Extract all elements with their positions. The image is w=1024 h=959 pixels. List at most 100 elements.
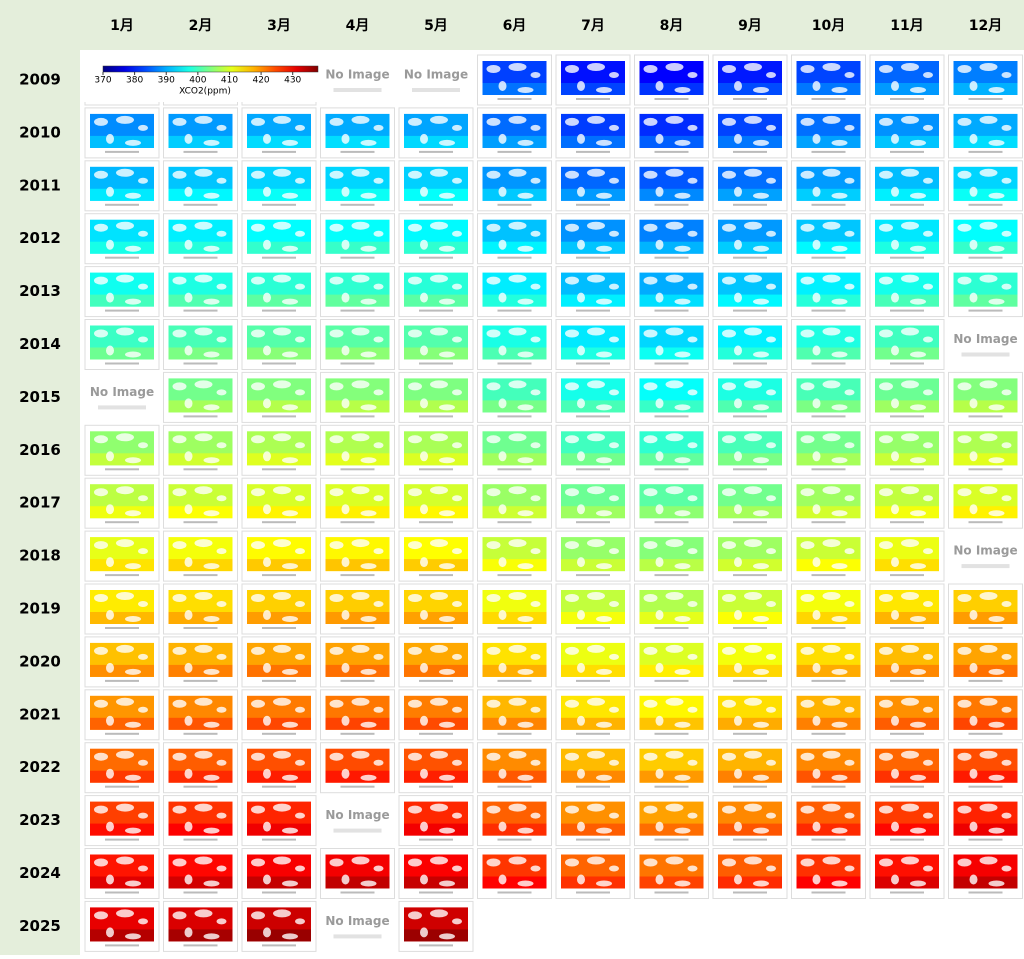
tile-gap xyxy=(439,563,455,570)
tile-caption xyxy=(419,679,453,682)
tile-map-south xyxy=(796,506,861,519)
tile-gap xyxy=(282,192,298,199)
tile-gap xyxy=(184,186,193,197)
map-tile xyxy=(84,742,160,794)
tile-gap xyxy=(988,404,1005,411)
tile-gap xyxy=(517,510,534,517)
tile-gap xyxy=(486,435,501,444)
tile-gap xyxy=(452,124,462,131)
tile-caption xyxy=(811,309,846,312)
tile-gap xyxy=(988,880,1005,887)
year-label: 2024 xyxy=(19,864,61,882)
tile-gap xyxy=(351,486,370,495)
tile-map-south xyxy=(482,612,547,624)
tile-gap xyxy=(351,856,370,865)
tile-gap xyxy=(1001,759,1012,766)
tile-map-south xyxy=(247,400,311,413)
tile-gap xyxy=(923,177,933,184)
tile-gap xyxy=(753,298,769,305)
tile-gap xyxy=(194,168,213,177)
tile-caption xyxy=(968,256,1003,259)
tile-gap xyxy=(172,435,187,444)
map-tile xyxy=(634,636,709,688)
map-tile xyxy=(163,477,238,529)
tile-gap xyxy=(282,510,298,517)
tile-gap xyxy=(596,510,612,517)
tile-gap xyxy=(172,117,187,126)
tile-caption xyxy=(105,679,139,682)
year-label: 2011 xyxy=(19,176,61,194)
tile-gap xyxy=(530,865,541,872)
map-tile xyxy=(320,319,395,370)
tile-gap xyxy=(1001,177,1012,184)
tile-gap xyxy=(744,697,762,706)
map-tile xyxy=(477,689,552,741)
month-label: 10月 xyxy=(812,18,845,34)
tile-gap xyxy=(295,918,305,925)
tile-caption xyxy=(811,785,846,788)
tile-gap xyxy=(273,750,291,759)
map-tile xyxy=(555,530,631,582)
tile-gap xyxy=(184,662,193,673)
tile-gap xyxy=(687,177,698,184)
tile-gap xyxy=(203,298,220,305)
tile-gap xyxy=(282,298,298,305)
tile-gap xyxy=(282,351,298,358)
tile-gap xyxy=(587,433,605,442)
tile-gap xyxy=(125,880,141,887)
tile-gap xyxy=(351,644,370,653)
tile-gap xyxy=(674,880,691,887)
tile-gap xyxy=(172,276,187,285)
tile-caption xyxy=(811,150,846,153)
map-tile xyxy=(398,689,474,741)
tile-gap xyxy=(734,768,742,779)
tile-map-south xyxy=(168,400,233,413)
tile-gap xyxy=(430,644,448,653)
tile-map-south xyxy=(875,241,939,254)
tile-gap xyxy=(655,821,664,832)
tile-gap xyxy=(910,87,926,93)
tile-gap xyxy=(969,398,978,409)
map-tile xyxy=(477,795,552,847)
tile-gap xyxy=(329,276,344,285)
tile-caption xyxy=(340,732,375,735)
tile-gap xyxy=(800,646,815,655)
tile-gap xyxy=(172,329,187,338)
tile-caption xyxy=(576,203,610,206)
tile-gap xyxy=(116,909,134,918)
tile-gap xyxy=(969,239,978,250)
tile-map-south xyxy=(639,612,704,624)
tile-caption xyxy=(968,203,1003,206)
tile-gap xyxy=(565,65,579,73)
tile-gap xyxy=(282,457,298,464)
tile-caption xyxy=(733,256,767,259)
tile-gap xyxy=(295,230,305,237)
no-image-tile xyxy=(85,372,159,423)
tile-gap xyxy=(923,548,933,555)
tile-gap xyxy=(744,539,762,548)
tile-gap xyxy=(341,874,350,885)
tile-map-south xyxy=(953,188,1018,201)
tile-gap xyxy=(901,592,919,600)
tile-map-south xyxy=(875,876,939,889)
tile-gap xyxy=(116,433,134,442)
tile-gap xyxy=(351,168,370,177)
tile-gap xyxy=(901,750,919,759)
map-tile xyxy=(555,795,631,847)
tile-map-south xyxy=(404,612,468,624)
tile-gap xyxy=(530,336,541,343)
tile-gap xyxy=(184,133,193,144)
tile-gap xyxy=(800,117,815,126)
map-tile xyxy=(477,742,552,794)
tile-gap xyxy=(116,644,134,653)
tile-gap xyxy=(125,298,141,305)
tile-gap xyxy=(879,117,893,126)
tile-gap xyxy=(351,697,370,706)
tile-gap xyxy=(844,336,855,343)
tile-map-south xyxy=(718,612,782,624)
tile-gap xyxy=(822,168,841,177)
map-tile xyxy=(869,160,945,212)
tile-caption xyxy=(654,521,689,524)
tile-gap xyxy=(766,759,776,766)
tile-map-south xyxy=(718,347,782,360)
